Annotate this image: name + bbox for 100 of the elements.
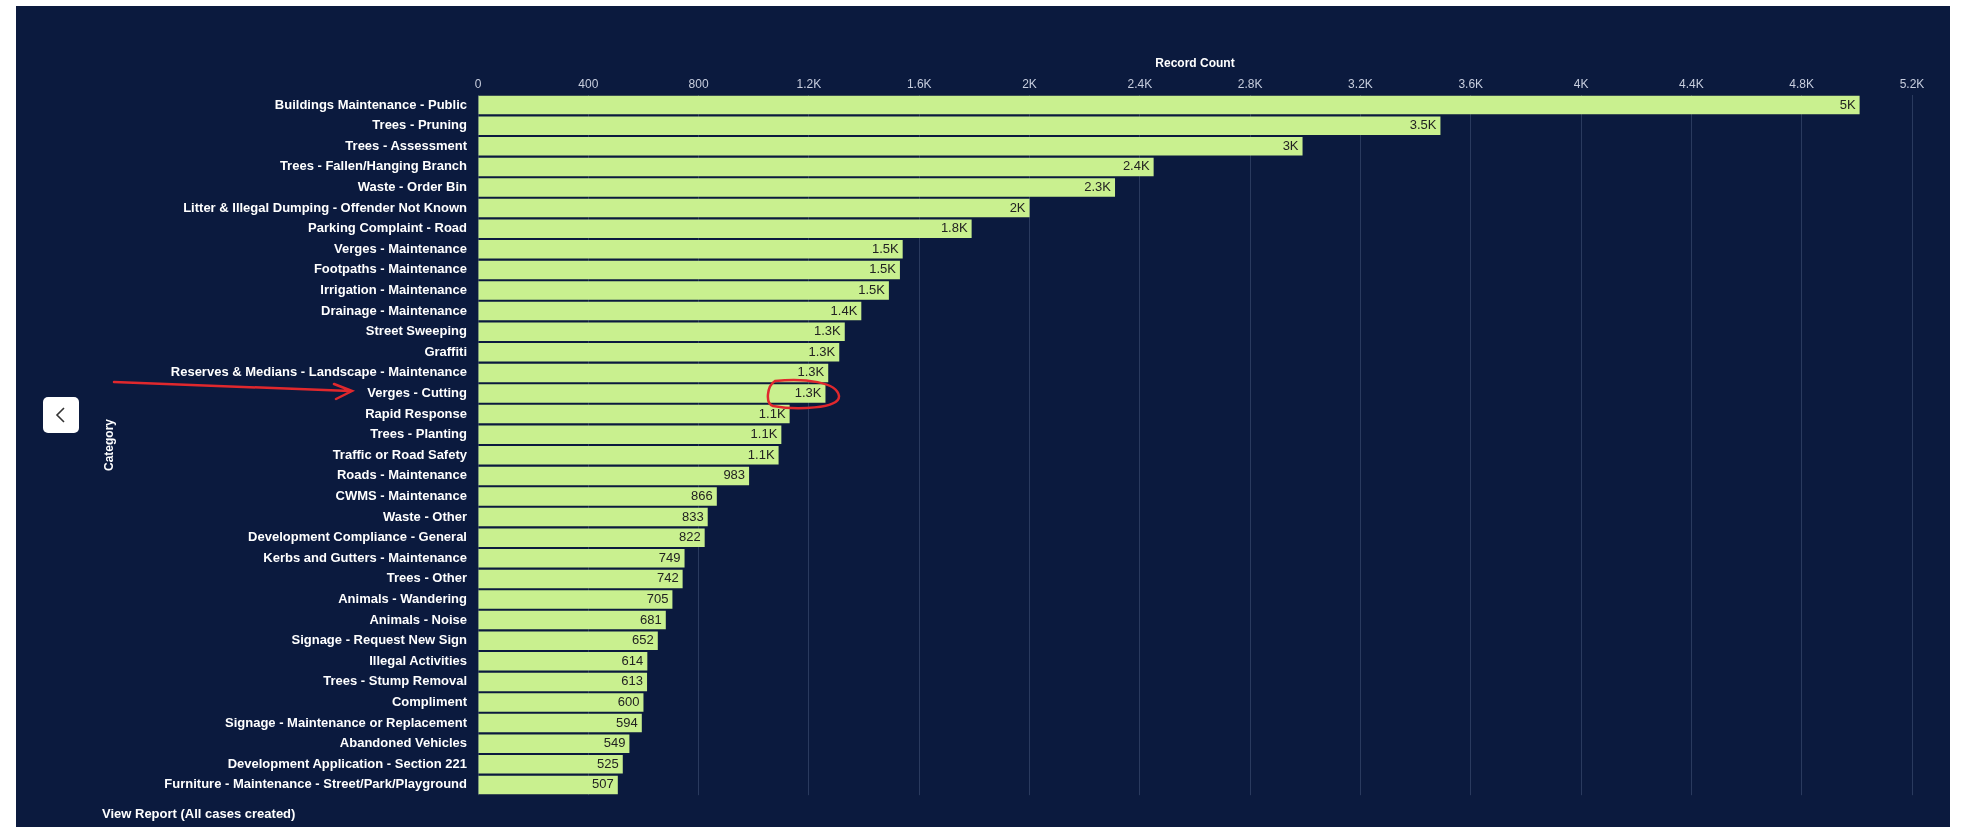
y-axis-title: Category (101, 418, 116, 472)
y-tick-label: Compliment (391, 694, 468, 710)
bar (478, 116, 1441, 135)
data-label: 1.8K (940, 220, 968, 236)
bar (478, 466, 750, 486)
y-tick-label: Illegal Activities (369, 652, 467, 668)
y-tick-label: Reserves & Medians - Landscape - Maintenance (170, 364, 467, 380)
data-label: 594 (616, 714, 638, 730)
data-label: 652 (632, 632, 654, 648)
text: View Report (All cases created) (102, 806, 296, 821)
y-tick-label: Drainage - Maintenance (321, 302, 467, 318)
y-tick-label: Traffic or Road Safety (332, 446, 468, 462)
bar (478, 384, 826, 403)
bar (478, 198, 1030, 218)
bar (478, 528, 705, 547)
y-tick-label: Trees - Other (386, 570, 467, 586)
data-label: 3.5K (1409, 117, 1437, 133)
y-tick-label: Kerbs and Gutters - Maintenance (263, 549, 467, 565)
y-tick-label: Development Application - Section 221 (227, 755, 467, 771)
y-tick-label: Roads - Maintenance (336, 467, 467, 483)
bar (478, 137, 1303, 156)
y-tick-label: Buildings Maintenance - Public (274, 96, 467, 112)
bar (478, 157, 1154, 177)
data-label: 1.1K (758, 405, 786, 421)
bar (478, 713, 642, 733)
bar (478, 549, 685, 568)
bar (478, 281, 889, 300)
y-tick-label: Verges - Maintenance (334, 240, 467, 256)
bar (478, 734, 630, 753)
y-tick-label: Litter & Illegal Dumping - Offender Not Known (183, 199, 468, 215)
bar (478, 652, 648, 671)
bar (478, 95, 1860, 115)
bar (478, 404, 790, 424)
data-label: 749 (658, 549, 681, 565)
x-tick-label: 1.2K (796, 76, 822, 91)
bar (478, 446, 779, 465)
x-tick-label: 2K (1022, 76, 1037, 91)
data-label: 822 (678, 529, 701, 545)
data-label: 1.3K (797, 364, 825, 380)
x-tick-label: 400 (578, 76, 599, 91)
x-tick-label: 2.4K (1127, 76, 1153, 91)
data-label: 1.3K (808, 343, 836, 359)
bar (478, 755, 623, 774)
y-tick-label: Trees - Stump Removal (323, 673, 467, 689)
y-tick-label: Trees - Assessment (345, 137, 468, 153)
bar (478, 693, 644, 712)
data-label: 5K (1839, 96, 1856, 112)
data-label: 983 (723, 467, 746, 483)
x-tick-label: 5.2K (1899, 76, 1925, 91)
bar (478, 507, 708, 527)
bar (478, 590, 673, 609)
bar (478, 260, 900, 280)
x-tick-label: 3.6K (1458, 76, 1484, 91)
y-tick-label: Graffiti (424, 343, 467, 359)
y-tick-label: Development Compliance - General (248, 529, 467, 545)
data-label: 600 (617, 694, 640, 710)
bar (478, 569, 683, 589)
bar (478, 343, 840, 362)
y-tick-label: Furniture - Maintenance - Street/Park/Playground (164, 776, 468, 792)
y-tick-label: Trees - Pruning (372, 117, 468, 133)
y-tick-label: Street Sweeping (365, 323, 468, 339)
data-label: 1.4K (830, 302, 858, 318)
bar (478, 610, 666, 630)
y-tick-label: Trees - Fallen/Hanging Branch (279, 158, 468, 174)
y-tick-label: CWMS - Maintenance (335, 488, 467, 504)
y-tick-label: Signage - Maintenance or Replacement (224, 714, 468, 730)
x-tick-label: 4K (1573, 76, 1589, 91)
x-tick-label: 0 (474, 76, 482, 91)
data-label: 3K (1282, 137, 1299, 153)
y-tick-label: Parking Complaint - Road (308, 220, 468, 236)
bar (478, 178, 1116, 197)
y-tick-label: Rapid Response (365, 405, 467, 421)
y-tick-label: Animals - Noise (369, 611, 467, 627)
bar (478, 322, 845, 341)
bar (478, 363, 829, 383)
data-label: 614 (621, 652, 644, 668)
x-tick-label: 3.2K (1348, 76, 1373, 91)
data-label: 742 (656, 570, 679, 586)
y-tick-label: Verges - Cutting (367, 385, 468, 401)
data-label: 2.4K (1122, 158, 1150, 174)
bar (478, 301, 862, 321)
y-tick-label: Waste - Other (382, 508, 467, 524)
data-label: 613 (621, 673, 644, 689)
bar (478, 487, 717, 506)
y-tick-label: Irrigation - Maintenance (320, 282, 467, 298)
y-tick-label: Waste - Order Bin (357, 179, 468, 195)
y-tick-label: Abandoned Vehicles (339, 735, 467, 751)
data-label: 866 (691, 488, 713, 504)
data-label: 507 (592, 776, 614, 792)
bar (478, 219, 972, 238)
data-label: 549 (603, 735, 626, 751)
y-tick-label: Footpaths - Maintenance (313, 261, 467, 277)
data-label: 1.3K (814, 323, 842, 339)
data-label: 525 (597, 755, 619, 771)
data-label: 1.5K (869, 261, 897, 277)
bar (478, 631, 658, 650)
bar (478, 425, 782, 444)
x-tick-label: 2.8K (1237, 76, 1263, 91)
data-label: 833 (682, 508, 704, 524)
y-tick-label: Animals - Wandering (338, 591, 468, 607)
